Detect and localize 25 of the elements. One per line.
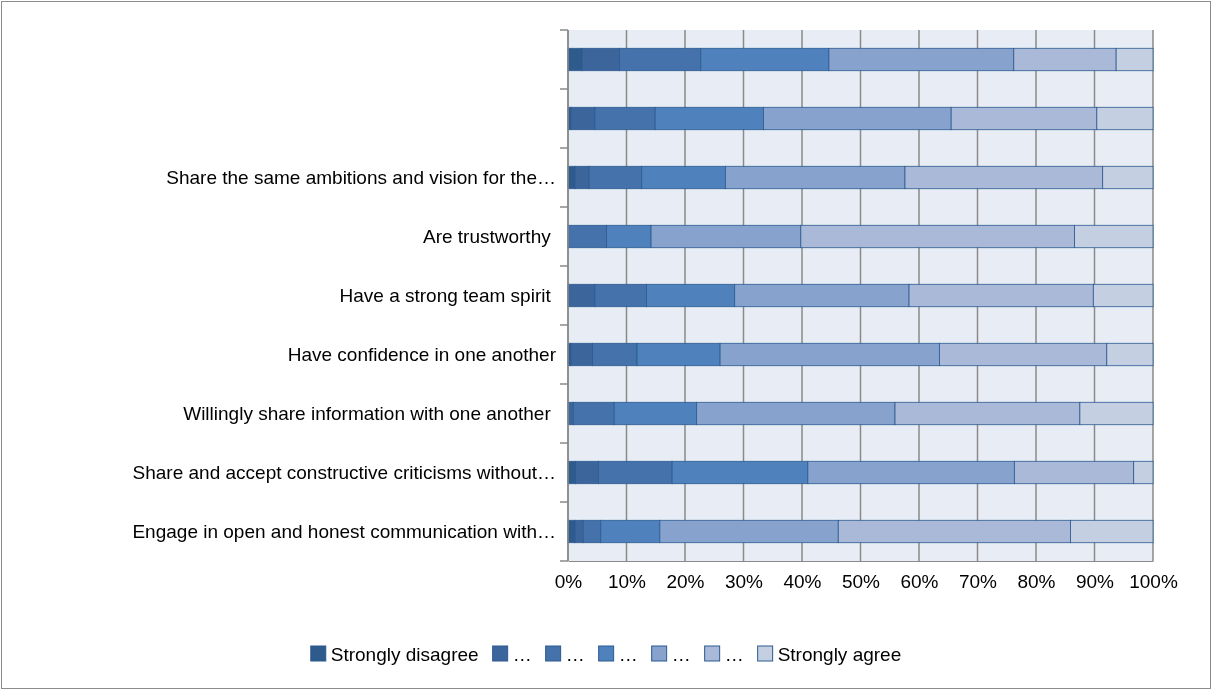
y-tick-label: Share and accept constructive criticisms without…	[132, 462, 556, 484]
legend-label: …	[618, 643, 638, 665]
legend-label: Strongly disagree	[330, 643, 479, 665]
x-tick-label: 100%	[1129, 571, 1178, 593]
x-tick-label: 70%	[958, 571, 998, 593]
x-tick-label: 30%	[724, 571, 764, 593]
x-tick-label: 50%	[841, 571, 881, 593]
y-tick-label: Engage in open and honest communication with…	[132, 521, 556, 543]
y-tick-label: Have a strong team spirit	[339, 285, 556, 307]
x-tick-label: 40%	[783, 571, 822, 593]
legend-label: Strongly agree	[777, 643, 902, 665]
legend-label: …	[724, 643, 744, 665]
legend-label: …	[565, 643, 585, 665]
x-tick-label: 0%	[554, 571, 583, 593]
y-tick-label: Share the same ambitions and vision for the…	[166, 167, 556, 189]
x-tick-label: 60%	[900, 571, 939, 593]
x-tick-label: 20%	[666, 571, 705, 593]
legend-label: …	[671, 643, 691, 665]
x-tick-label: 80%	[1017, 571, 1056, 593]
y-tick-label: Have confidence in one another	[287, 344, 557, 366]
y-tick-label: Are trustworthy	[422, 226, 556, 248]
legend-label: …	[512, 643, 532, 665]
x-tick-label: 10%	[607, 571, 647, 593]
x-tick-label: 90%	[1075, 571, 1115, 593]
y-tick-label: Willingly share information with one another	[183, 403, 556, 425]
